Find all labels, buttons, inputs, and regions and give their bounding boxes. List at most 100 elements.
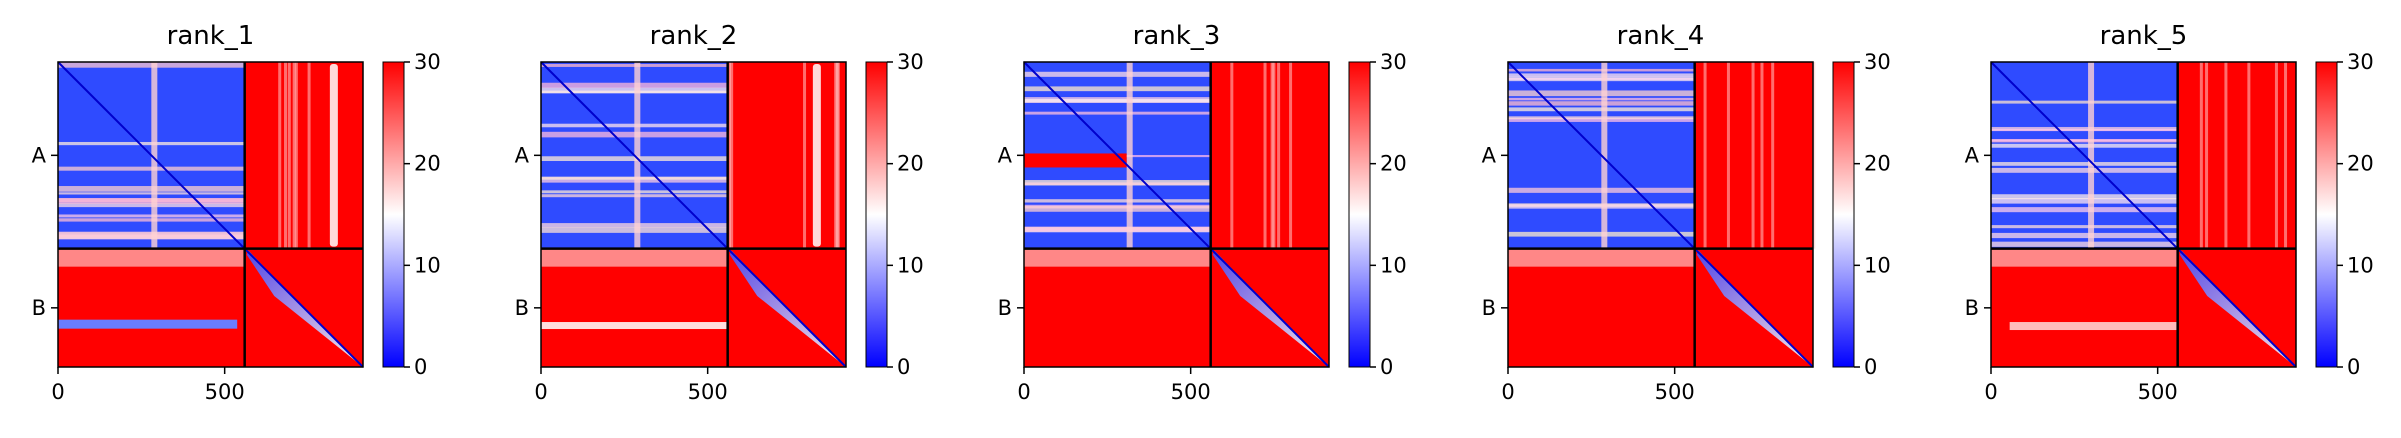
panel-title: rank_5 — [2100, 21, 2188, 51]
aa-stripe — [1991, 162, 2178, 166]
y-tick-label: B — [1482, 296, 1496, 320]
aa-diagonal — [1990, 61, 2179, 250]
aa-stripe — [1991, 167, 2178, 173]
panel-rank_4: rank_4 0 500 A B 0 10 20 30 — [1482, 21, 1891, 404]
aa-stripe — [1508, 117, 1695, 122]
block-ab — [244, 62, 363, 249]
y-tick-label: B — [32, 296, 46, 320]
aa-stripe — [1991, 241, 2178, 247]
ab-streak — [1289, 62, 1293, 249]
ab-white-band — [812, 64, 821, 247]
ba-top-fade — [1508, 248, 1695, 267]
colorbar-tick-label: 10 — [1864, 253, 1891, 277]
colorbar — [382, 61, 405, 368]
aa-stripe — [1508, 77, 1695, 80]
block-ab — [2177, 62, 2296, 249]
colorbar-tick-label: 20 — [2347, 152, 2374, 176]
colorbar-tick-label: 0 — [1864, 355, 1877, 379]
block-ba — [58, 248, 245, 367]
y-tick-label: A — [1965, 143, 1980, 167]
colorbar-tick-label: 0 — [1380, 355, 1393, 379]
aa-stripe — [1508, 97, 1695, 101]
y-tick-label: A — [998, 143, 1013, 167]
aa-stripe — [1991, 139, 2178, 142]
aa-stripe — [1508, 107, 1695, 112]
aa-stripe — [1508, 90, 1695, 97]
aa-stripe — [1024, 227, 1211, 232]
x-tick-label: 0 — [534, 380, 547, 404]
aa-stripe — [1991, 126, 2178, 131]
aa-diagonal — [1507, 61, 1696, 250]
block-ba — [541, 248, 728, 367]
ab-streak — [834, 62, 838, 249]
block-ba — [1024, 248, 1211, 367]
ba-band — [541, 322, 728, 330]
aa-stripe — [1024, 182, 1211, 185]
aa-stripe — [1024, 86, 1211, 92]
panel-rank_5: rank_5 0 500 A B 0 10 20 30 — [1965, 21, 2374, 404]
ab-streak — [1270, 62, 1274, 249]
aa-diagonal — [57, 61, 246, 250]
colorbar — [1348, 61, 1371, 368]
colorbar-tick-label: 10 — [2347, 253, 2374, 277]
x-tick-label: 500 — [205, 380, 245, 404]
colorbar-tick-label: 10 — [897, 253, 924, 277]
ab-streak — [803, 62, 807, 249]
colorbar-tick-label: 30 — [1864, 50, 1891, 74]
panel-title: rank_4 — [1617, 21, 1705, 51]
colorbar-tick-label: 0 — [414, 355, 427, 379]
ba-top-fade — [1991, 248, 2178, 267]
aa-stripe — [1508, 231, 1695, 237]
colorbar-tick-label: 20 — [897, 152, 924, 176]
block-ba — [1991, 248, 2178, 367]
aa-stripe — [1991, 207, 2178, 213]
y-tick-label: B — [515, 296, 529, 320]
panel-title: rank_1 — [167, 21, 255, 51]
axes-frame — [1023, 61, 1330, 368]
ab-streak — [1277, 62, 1281, 249]
axes-frame — [1507, 61, 1814, 368]
colorbar-tick-label: 0 — [897, 355, 910, 379]
axes-frame — [57, 61, 364, 368]
x-tick-label: 500 — [1655, 380, 1695, 404]
block-ba — [1508, 248, 1695, 367]
aa-stripe — [1024, 205, 1211, 212]
axes-frame — [540, 61, 847, 368]
colorbar-tick-label: 30 — [414, 50, 441, 74]
x-tick-label: 0 — [1984, 380, 1997, 404]
ab-streak — [2199, 62, 2203, 249]
ba-top-fade — [541, 248, 728, 267]
ab-streak — [2284, 62, 2288, 249]
y-tick-label: B — [998, 296, 1012, 320]
bb-diagonal — [243, 247, 364, 368]
aa-column-band — [2088, 62, 2095, 249]
colorbar-tick-label: 10 — [1380, 253, 1407, 277]
y-tick-label: B — [1965, 296, 1979, 320]
bb-diagonal — [2176, 247, 2297, 368]
aa-diagonal — [540, 61, 729, 250]
ab-streak — [1760, 62, 1764, 249]
ba-top-fade — [1024, 248, 1211, 267]
colorbar-tick-label: 30 — [1380, 50, 1407, 74]
ab-streak — [2247, 62, 2251, 249]
ba-band — [58, 319, 238, 329]
aa-column-band — [1126, 62, 1133, 249]
aa-stripe — [1991, 194, 2178, 200]
ab-streak — [2274, 62, 2278, 249]
aa-stripe — [1508, 101, 1695, 106]
aa-stripe — [1991, 100, 2178, 104]
x-tick-label: 0 — [51, 380, 64, 404]
panel-title: rank_2 — [650, 21, 738, 51]
ab-streak — [728, 62, 732, 249]
y-tick-label: A — [32, 143, 47, 167]
block-ab — [727, 62, 846, 249]
ab-streak — [1751, 62, 1755, 249]
x-tick-label: 0 — [1017, 380, 1030, 404]
colorbar — [1832, 61, 1855, 368]
aa-stripe — [1024, 111, 1211, 115]
y-tick-label: A — [515, 143, 530, 167]
x-tick-label: 500 — [1171, 380, 1211, 404]
ab-streak — [836, 62, 840, 249]
aa-red-band — [1024, 153, 1127, 168]
